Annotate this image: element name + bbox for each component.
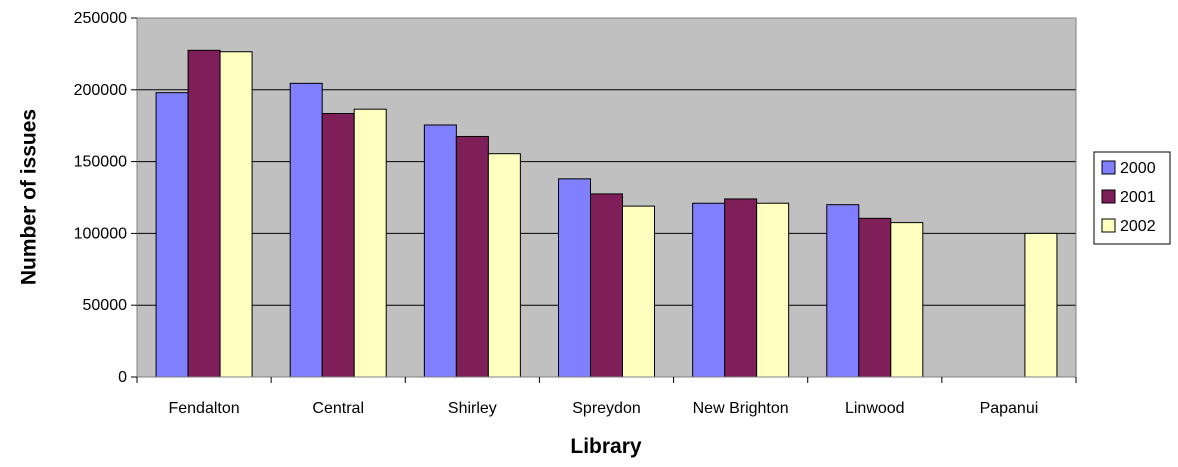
bar-2000-linwood bbox=[827, 205, 859, 377]
bar-2000-fendalton bbox=[156, 93, 188, 377]
bar-2000-shirley bbox=[424, 125, 456, 377]
x-axis-title: Library bbox=[570, 435, 642, 458]
bar-2001-new-brighton bbox=[725, 199, 757, 377]
bar-2002-linwood bbox=[891, 223, 923, 377]
legend-label-2000: 2000 bbox=[1120, 160, 1156, 177]
legend-label-2001: 2001 bbox=[1120, 189, 1156, 206]
x-tick-label: Shirley bbox=[448, 400, 497, 417]
y-tick-label: 50000 bbox=[83, 297, 128, 314]
bar-2001-fendalton bbox=[188, 50, 220, 377]
x-tick-label: Linwood bbox=[845, 400, 905, 417]
y-tick-label: 200000 bbox=[74, 82, 127, 99]
bar-2001-linwood bbox=[859, 218, 891, 377]
x-tick-label: Central bbox=[312, 400, 364, 417]
bar-2000-central bbox=[290, 83, 322, 377]
legend-label-2002: 2002 bbox=[1120, 218, 1156, 235]
bar-2002-papanui bbox=[1025, 233, 1057, 377]
legend-swatch-2002 bbox=[1102, 219, 1115, 232]
bar-2002-fendalton bbox=[220, 52, 252, 377]
y-tick-label: 100000 bbox=[74, 225, 127, 242]
y-tick-label: 150000 bbox=[74, 154, 127, 171]
x-tick-label: Fendalton bbox=[168, 400, 239, 417]
bar-2002-spreydon bbox=[623, 206, 655, 377]
bar-2001-central bbox=[322, 113, 354, 377]
bar-2000-new-brighton bbox=[693, 203, 725, 377]
y-tick-label: 250000 bbox=[74, 10, 127, 27]
bar-2001-spreydon bbox=[591, 194, 623, 377]
bar-2002-shirley bbox=[488, 154, 520, 377]
x-tick-label: New Brighton bbox=[693, 400, 789, 417]
bar-2000-spreydon bbox=[559, 179, 591, 377]
bar-2002-central bbox=[354, 109, 386, 377]
legend-swatch-2000 bbox=[1102, 161, 1115, 174]
legend-swatch-2001 bbox=[1102, 190, 1115, 203]
y-axis-title: Number of issues bbox=[18, 109, 41, 285]
x-tick-label: Papanui bbox=[980, 400, 1039, 417]
y-tick-label: 0 bbox=[118, 369, 127, 386]
bar-2002-new-brighton bbox=[757, 203, 789, 377]
y-axis-ticks: 0 50000 100000 150000 200000 250000 bbox=[74, 10, 137, 386]
x-tick-label: Spreydon bbox=[572, 400, 641, 417]
x-axis-ticks: Fendalton Central Shirley Spreydon New Brigh… bbox=[137, 377, 1076, 417]
bar-2001-shirley bbox=[456, 136, 488, 377]
legend: 2000 2001 2002 bbox=[1094, 152, 1170, 244]
